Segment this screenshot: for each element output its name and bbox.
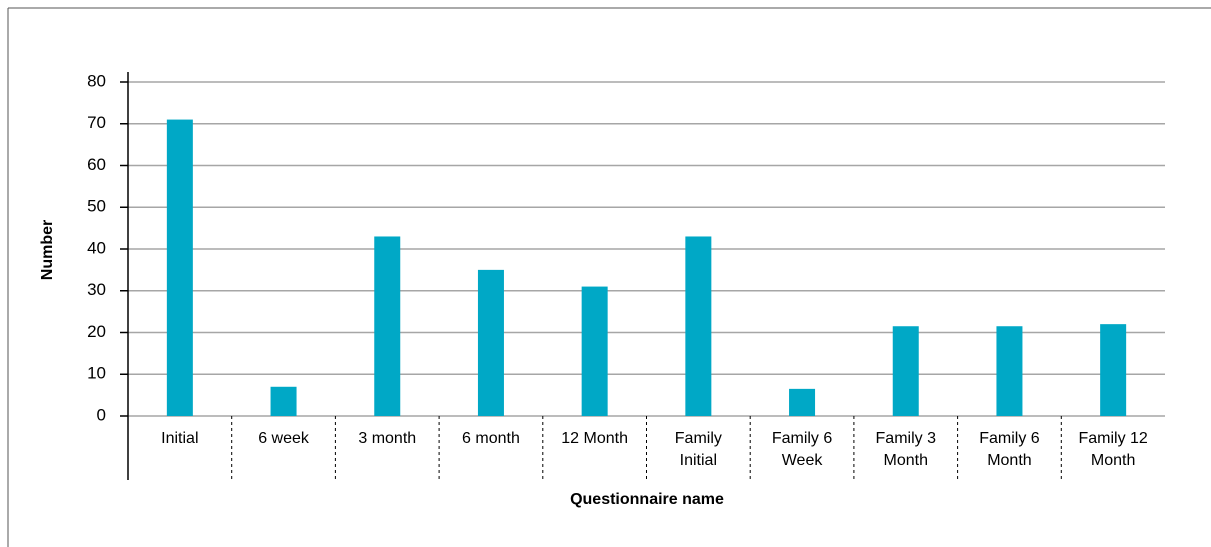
y-tick-label: 60 [87,155,106,174]
x-tick-label: Initial [161,430,199,447]
x-tick-label: 12 Month [561,430,628,447]
bar [581,286,608,416]
y-tick-label: 40 [87,238,106,257]
y-tick-label: 20 [87,322,106,341]
bar [374,236,401,416]
x-tick-label: Family 6 Week [771,430,833,469]
y-tick-label: 50 [87,197,106,216]
x-tick-label: 6 week [258,430,309,447]
x-tick-label: Family 3 Month [875,430,936,469]
y-tick-label: 80 [87,71,106,90]
bar [1100,324,1127,416]
y-tick-label: 10 [87,364,106,383]
y-tick-label: 0 [97,405,106,424]
bar [166,119,193,416]
bar [892,326,919,416]
x-axis-title: Questionnaire name [570,491,724,508]
x-tick-label: 6 month [462,430,520,447]
bar [477,269,504,416]
bar [685,236,712,416]
x-tick-label: Family Initial [674,430,722,469]
x-tick-label: Family 12 Month [1078,430,1148,469]
x-tick-label: Family 6 Month [979,430,1040,469]
y-axis-title: Number [39,220,56,280]
y-tick-label: 70 [87,113,106,132]
bar [996,326,1023,416]
bar [789,388,816,416]
y-tick-label: 30 [87,280,106,299]
x-tick-label: 3 month [358,430,417,447]
bar [270,386,297,416]
